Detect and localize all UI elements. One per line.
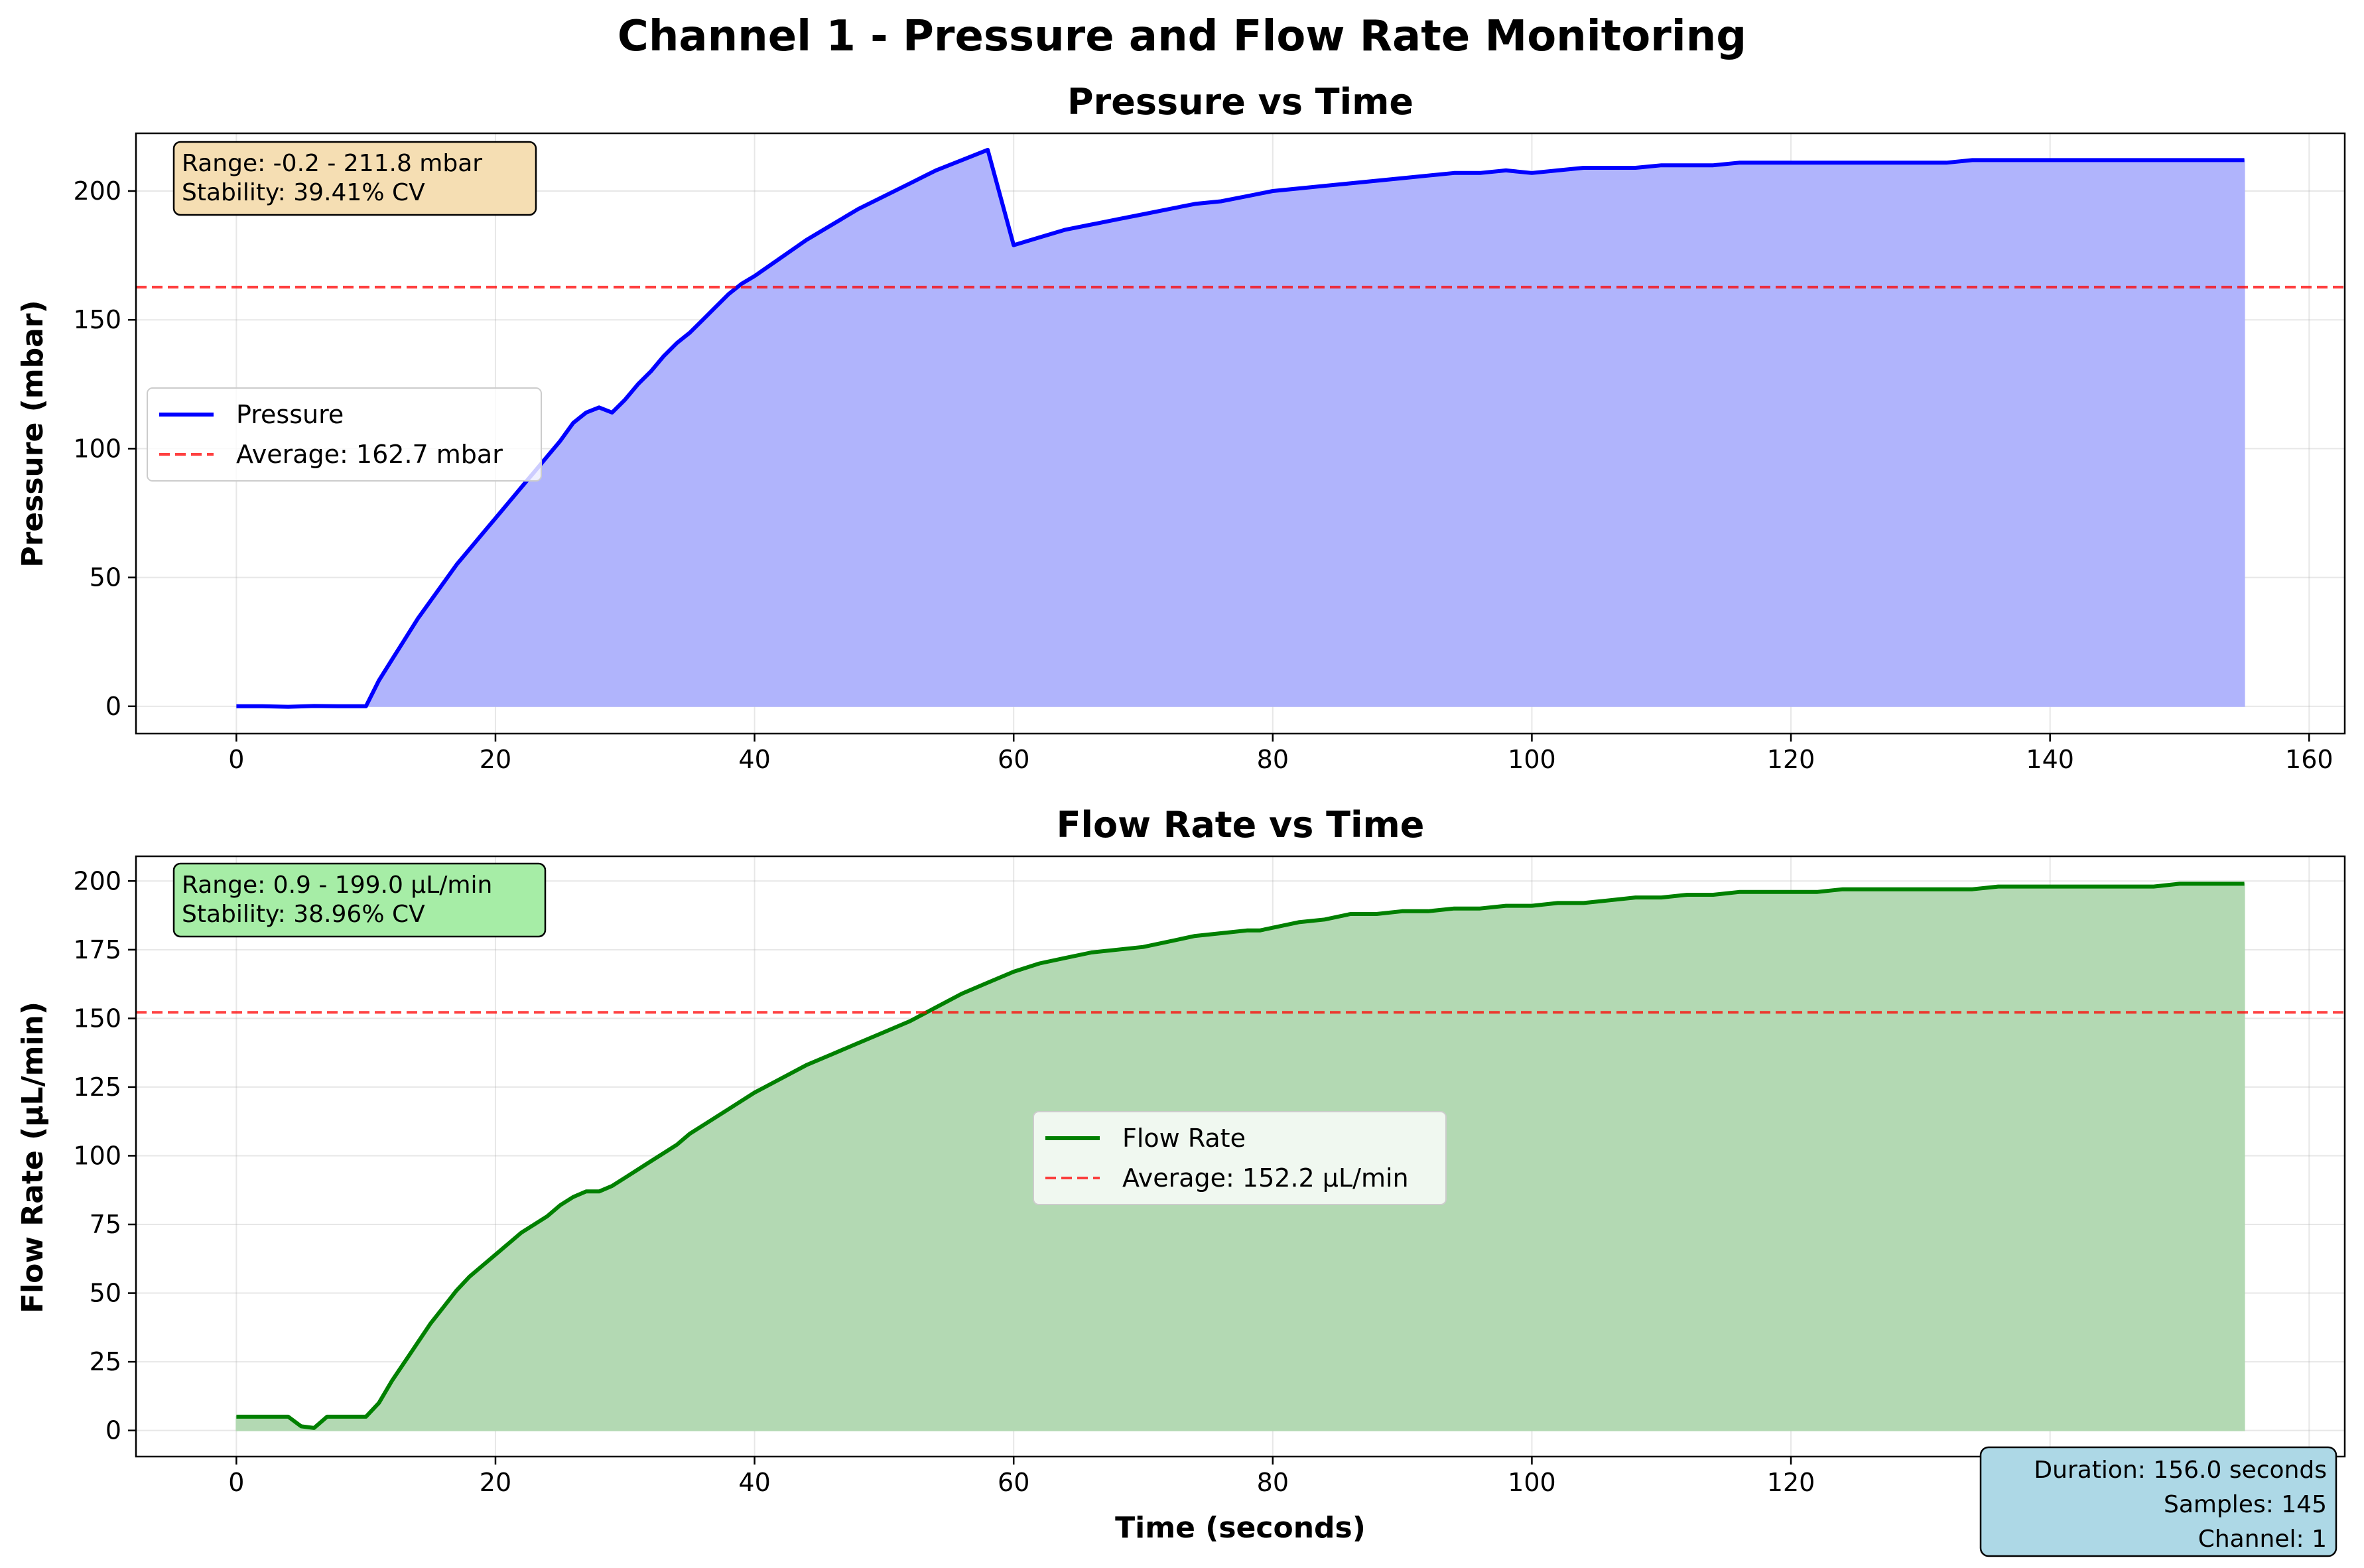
pressure-x-tick-label: 100 [1508, 745, 1556, 774]
figure-title: Channel 1 - Pressure and Flow Rate Monit… [618, 12, 1746, 61]
flow-rate-x-tick-label: 60 [998, 1468, 1029, 1497]
flow-rate-x-tick-label: 0 [228, 1468, 244, 1497]
pressure-y-tick-label: 150 [73, 305, 121, 334]
flow-rate-legend [1033, 1111, 1447, 1205]
pressure-panel-title: Pressure vs Time [1067, 81, 1413, 123]
pressure-x-tick-label: 160 [2285, 745, 2333, 774]
flow-rate-axes-frame [135, 855, 2346, 1458]
pressure-x-tick-label: 140 [2026, 745, 2074, 774]
flow-rate-x-tick-label: 120 [1767, 1468, 1815, 1497]
pressure-y-axis-label: Pressure (mbar) [16, 300, 50, 567]
pressure-legend-label-series: Pressure [236, 400, 344, 429]
pressure-x-tick-label: 60 [998, 745, 1029, 774]
flow-rate-y-tick-label: 75 [90, 1210, 121, 1239]
pressure-x-tick-label: 20 [480, 745, 511, 774]
flow-rate-stats-line: Range: 0.9 - 199.0 μL/min [182, 872, 492, 899]
pressure-x-tick-label: 0 [228, 745, 244, 774]
pressure-stats-line: Range: -0.2 - 211.8 mbar [182, 150, 482, 177]
pressure-y-tick-label: 0 [105, 692, 121, 721]
flow-rate-y-tick-label: 100 [73, 1141, 121, 1170]
flow-rate-y-tick-label: 175 [73, 935, 121, 964]
flow-rate-x-tick-label: 100 [1508, 1468, 1556, 1497]
pressure-stats-line: Stability: 39.41% CV [182, 179, 425, 206]
flow-rate-x-tick-label: 20 [480, 1468, 511, 1497]
flow-rate-legend-label-series: Flow Rate [1122, 1124, 1246, 1153]
flow-rate-y-tick-label: 0 [105, 1416, 121, 1445]
time-x-axis-label: Time (seconds) [1115, 1511, 1366, 1545]
pressure-legend-label-average: Average: 162.7 mbar [236, 440, 503, 469]
pressure-stats-box [172, 141, 537, 216]
summary-box-background [1979, 1446, 2337, 1557]
flow-rate-stats-box [172, 862, 547, 938]
pressure-series-line [236, 147, 2245, 709]
summary-box: Duration: 156.0 seconds Samples: 145 Cha… [1979, 1446, 2337, 1557]
pressure-y-tick-label: 50 [90, 563, 121, 592]
pressure-x-tick-label: 120 [1767, 745, 1815, 774]
flow-rate-y-tick-label: 125 [73, 1073, 121, 1102]
flow-rate-y-tick-label: 200 [73, 866, 121, 895]
pressure-panel: 0 20 40 60 80 100 120 140 160 0 50 100 150 200 Range: … [16, 81, 2346, 774]
flow-rate-legend-label-average: Average: 152.2 μL/min [1122, 1163, 1409, 1193]
flow-rate-x-tick-label: 40 [738, 1468, 770, 1497]
flow-rate-panel: 0204060801001201401600255075100125150175… [16, 804, 2346, 1545]
flow-rate-y-tick-label: 25 [90, 1347, 121, 1376]
flow-rate-y-tick-label: 150 [73, 1004, 121, 1033]
pressure-axes-frame [135, 132, 2346, 735]
flow-rate-y-tick-label: 50 [90, 1279, 121, 1308]
pressure-x-tick-label: 80 [1257, 745, 1289, 774]
summary-channel: Channel: 1 [2198, 1526, 2327, 1553]
pressure-y-tick-label: 200 [73, 176, 121, 206]
pressure-y-tick-label: 100 [73, 434, 121, 463]
flow-rate-series-line [236, 882, 2245, 1430]
flow-rate-panel-title: Flow Rate vs Time [1057, 804, 1425, 846]
pressure-legend [147, 387, 542, 482]
pressure-x-tick-label: 40 [738, 745, 770, 774]
flow-rate-x-tick-label: 80 [1257, 1468, 1289, 1497]
flow-rate-y-axis-label: Flow Rate (μL/min) [16, 1002, 50, 1313]
flow-rate-stats-line: Stability: 38.96% CV [182, 901, 425, 928]
summary-samples: Samples: 145 [2164, 1491, 2327, 1518]
summary-duration: Duration: 156.0 seconds [2034, 1457, 2327, 1484]
